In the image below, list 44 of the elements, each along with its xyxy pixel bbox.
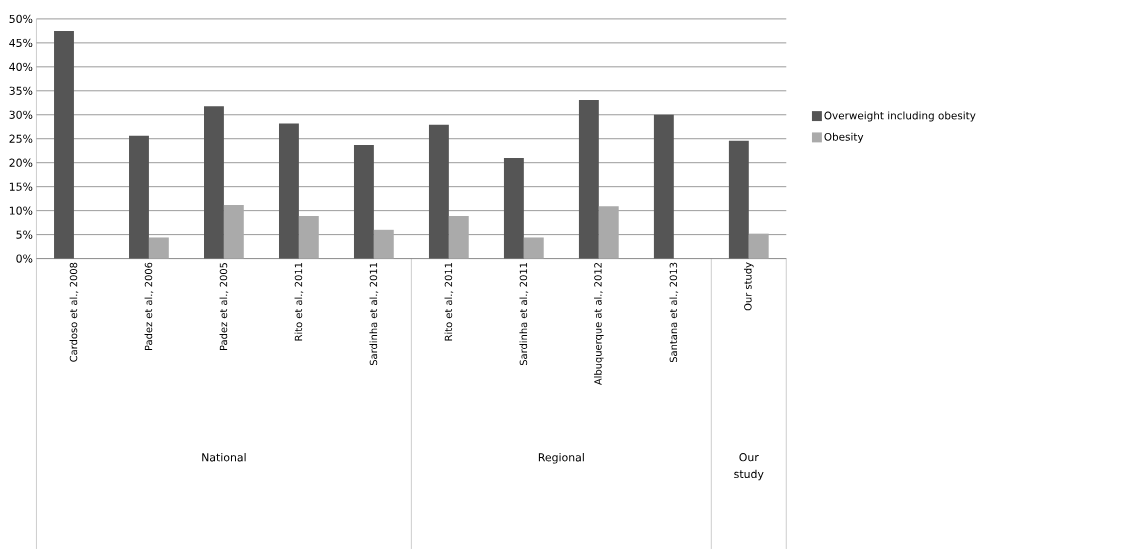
- y-tick-label: 30%: [9, 110, 33, 119]
- bar: [54, 30, 74, 259]
- y-tick-label: 10%: [9, 206, 33, 215]
- bar: [578, 99, 599, 259]
- text: National: [202, 453, 246, 462]
- x-tick-label: Santana et al., 2013: [669, 262, 679, 363]
- bar: [148, 237, 169, 259]
- bar: [129, 135, 149, 259]
- bar: [653, 114, 674, 259]
- x-tick-label: Rito et al., 2011: [444, 263, 454, 341]
- bar: [503, 157, 524, 259]
- bar: [298, 215, 319, 259]
- bar: [373, 229, 394, 259]
- bar: [748, 233, 769, 259]
- bar: [448, 215, 469, 259]
- bar: [353, 144, 374, 259]
- y-tick-label: 25%: [9, 134, 33, 143]
- legend-label: Obesity: [824, 132, 864, 143]
- y-tick-label: 45%: [9, 38, 33, 47]
- y-tick-label: 40%: [9, 62, 33, 71]
- y-tick-label: 20%: [9, 158, 33, 167]
- bar: [204, 106, 224, 259]
- x-tick-label: Albuquerque at al., 2012: [594, 263, 604, 386]
- bar: [428, 124, 449, 259]
- text: Regional: [538, 453, 584, 464]
- y-tick-label: 50%: [9, 14, 33, 24]
- legend-label: Overweight including obesity: [824, 111, 976, 122]
- bar: [523, 237, 544, 259]
- y-tick-label: 35%: [9, 86, 33, 95]
- y-tick-label: 15%: [9, 182, 33, 191]
- x-tick-label: Sardinha et al., 2011: [519, 262, 529, 366]
- bar: [278, 123, 299, 259]
- y-tick-label: 5%: [16, 230, 33, 239]
- x-tick-label: Sardinha et al., 2011: [369, 262, 379, 366]
- x-tick-label: Padez et al., 2006: [144, 262, 154, 351]
- text: Our study: [734, 453, 764, 481]
- x-tick-label: Our study: [743, 262, 754, 311]
- bar: [728, 140, 749, 259]
- x-tick-label: Padez et al., 2005: [219, 262, 229, 351]
- y-tick-label: 0%: [16, 254, 33, 263]
- bar: [598, 206, 619, 259]
- x-tick-label: Rito et al., 2011: [294, 263, 304, 341]
- bar: [223, 204, 244, 259]
- x-tick-label: Cardoso et al., 2008: [69, 262, 79, 362]
